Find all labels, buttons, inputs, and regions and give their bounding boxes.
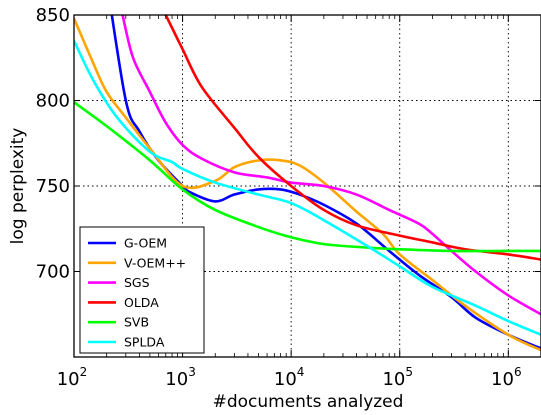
x-tick-exponent: 2 [80,365,88,379]
x-axis-title: #documents analyzed [213,392,404,412]
legend: G-OEM V-OEM++ SGS OLDA SVB SPLDA [79,226,205,354]
y-tick-labels: 700 750 800 850 [36,5,70,283]
series-line-svb [74,101,541,253]
x-tick-base: 10 [57,369,80,390]
x-tick-label: 104 [274,365,305,390]
x-tick-exponent: 4 [297,365,305,379]
legend-label-olda: OLDA [124,295,159,310]
x-tick-label: 105 [382,365,413,390]
axis-ticks [73,14,541,357]
x-tick-base: 10 [491,369,514,390]
series-line-splda [74,40,541,336]
y-tick-label: 800 [36,91,70,112]
x-tick-label: 102 [57,365,88,390]
legend-label-g-oem: G-OEM [124,236,167,251]
x-tick-labels: 102 103 104 105 106 [57,365,522,390]
legend-label-svb: SVB [124,315,149,330]
y-axis-title: log perplexity [8,128,28,245]
y-tick-label: 700 [36,262,70,283]
series-line-sgs [121,15,541,316]
series-line-olda [164,15,541,261]
x-tick-base: 10 [274,369,297,390]
legend-box [79,226,205,354]
x-tick-base: 10 [165,369,188,390]
y-tick-label: 850 [36,5,70,26]
legend-label-splda: SPLDA [124,335,165,350]
x-tick-label: 106 [491,365,522,390]
series-lines [74,15,541,352]
x-tick-base: 10 [382,369,405,390]
x-tick-exponent: 3 [188,365,196,379]
x-tick-exponent: 5 [405,365,413,379]
x-tick-label: 103 [165,365,196,390]
y-tick-label: 750 [36,176,70,197]
legend-label-sgs: SGS [124,275,150,290]
series-line-v-oem [74,17,541,352]
legend-label-v-oem: V-OEM++ [124,255,186,270]
x-tick-exponent: 6 [514,365,522,379]
